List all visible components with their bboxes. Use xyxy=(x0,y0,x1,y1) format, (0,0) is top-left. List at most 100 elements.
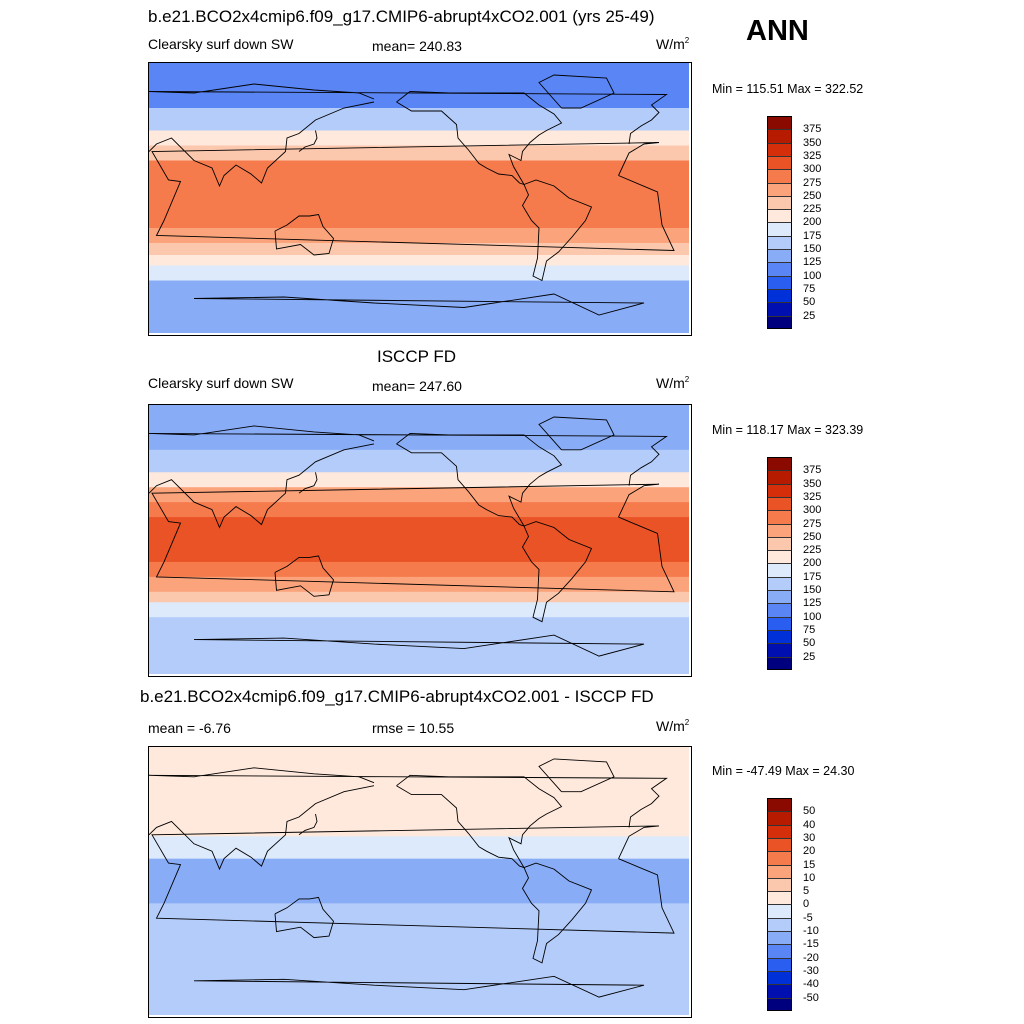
colorbar-swatch xyxy=(767,262,792,276)
colorbar-tick-label: 30 xyxy=(803,831,816,844)
colorbar-tick-label: 275 xyxy=(803,176,822,189)
zonal-band-10 xyxy=(149,602,689,618)
colorbar-swatch xyxy=(767,470,792,484)
colorbar-swatch xyxy=(767,235,792,250)
panel2-minmax: Min = 118.17 Max = 323.39 xyxy=(712,423,864,437)
colorbar-swatch xyxy=(767,957,792,972)
colorbar-tick-label: 50 xyxy=(803,637,816,650)
colorbar-swatch xyxy=(767,798,792,812)
zonal-band-9 xyxy=(149,255,689,266)
colorbar-tick-label: 5 xyxy=(803,885,810,898)
colorbar-swatch xyxy=(767,222,792,236)
zonal-band-3 xyxy=(149,472,689,488)
colorbar-tick-label: 300 xyxy=(803,163,822,176)
zonal-band-4 xyxy=(149,145,689,161)
coastline-6 xyxy=(396,432,563,527)
colorbar-swatch xyxy=(767,209,792,223)
panel1-minmax: Min = 115.51 Max = 322.52 xyxy=(712,82,864,96)
colorbar-swatch xyxy=(767,616,792,631)
coastline-5 xyxy=(521,521,593,623)
colorbar-tick-label: 225 xyxy=(803,544,822,557)
panel2-units: W/m2 xyxy=(656,375,690,391)
panel1-units: W/m2 xyxy=(656,36,690,52)
colorbar-tick-label: -5 xyxy=(803,911,813,924)
zonal-band-5 xyxy=(149,881,689,904)
panel1-variable-label: Clearsky surf down SW xyxy=(148,36,294,52)
coastline-7 xyxy=(538,758,615,793)
colorbar-swatch xyxy=(767,851,792,865)
colorbar-swatch xyxy=(767,931,792,945)
coastline-4 xyxy=(274,213,335,256)
zonal-band-8 xyxy=(149,243,689,256)
zonal-band-11 xyxy=(149,280,689,333)
colorbar-tick-label: 15 xyxy=(803,858,816,871)
colorbar-tick-label: 50 xyxy=(803,296,816,309)
panel3-units: W/m2 xyxy=(656,718,690,734)
coastline-3 xyxy=(149,785,375,871)
colorbar-tick-label: 200 xyxy=(803,557,822,570)
colorbar-tick-label: -30 xyxy=(803,964,819,977)
zonal-band-5 xyxy=(149,502,689,518)
panel3-title: b.e21.BCO2x4cmip6.f09_g17.CMIP6-abrupt4x… xyxy=(140,687,654,706)
colorbar-tick-label: 250 xyxy=(803,530,822,543)
zonal-band-1 xyxy=(149,405,689,451)
panel1-title: b.e21.BCO2x4cmip6.f09_g17.CMIP6-abrupt4x… xyxy=(148,7,655,26)
colorbar-swatch xyxy=(767,249,792,263)
zonal-band-6 xyxy=(149,903,689,927)
coastline-8 xyxy=(298,813,318,836)
colorbar-tick-label: 350 xyxy=(803,136,822,149)
colorbar-swatch xyxy=(767,182,792,197)
colorbar-tick-label: 0 xyxy=(803,898,810,911)
colorbar-swatch xyxy=(767,523,792,538)
colorbar-tick-label: 175 xyxy=(803,570,822,583)
colorbar-swatch xyxy=(767,944,792,958)
colorbar-tick-label: 250 xyxy=(803,189,822,202)
colorbar-swatch xyxy=(767,984,792,998)
coastline-2 xyxy=(149,425,668,486)
colorbar-swatch xyxy=(767,288,792,303)
zonal-band-3 xyxy=(149,836,689,860)
colorbar-swatch xyxy=(767,129,792,143)
colorbar-swatch xyxy=(767,904,792,918)
coastline-1 xyxy=(151,825,675,934)
colorbar-tick-label: 75 xyxy=(803,623,816,636)
colorbar-tick-label: 175 xyxy=(803,229,822,242)
coastline-1 xyxy=(151,142,675,251)
colorbar-swatch xyxy=(767,510,792,524)
coastline-2 xyxy=(149,83,668,145)
colorbar-tick-label: 125 xyxy=(803,256,822,269)
zonal-band-3 xyxy=(149,130,689,146)
colorbar-tick-label: 150 xyxy=(803,243,822,255)
colorbar-swatch xyxy=(767,155,792,170)
coastline-7 xyxy=(538,74,615,109)
panel1-map xyxy=(148,62,692,336)
colorbar-swatch xyxy=(767,917,792,932)
colorbar-swatch xyxy=(767,563,792,577)
colorbar-tick-label: 225 xyxy=(803,203,822,216)
coastline-6 xyxy=(396,91,563,186)
zonal-band-7 xyxy=(149,228,689,244)
colorbar-tick-label: 20 xyxy=(803,845,816,858)
colorbar-swatch xyxy=(767,483,792,498)
panel3-minmax: Min = -47.49 Max = 24.30 xyxy=(712,764,855,778)
colorbar-swatch xyxy=(767,656,792,671)
colorbar-tick-label: 25 xyxy=(803,309,816,322)
colorbar-tick-label: 50 xyxy=(803,805,816,818)
map-plot-2 xyxy=(149,405,689,674)
panel2-variable-label: Clearsky surf down SW xyxy=(148,375,294,391)
colorbar-tick-label: 10 xyxy=(803,871,816,884)
colorbar-tick-label: -40 xyxy=(803,978,819,991)
colorbar-swatch xyxy=(767,864,792,879)
colorbar-swatch xyxy=(767,811,792,825)
colorbar-swatch xyxy=(767,891,792,905)
colorbar-swatch xyxy=(767,302,792,316)
coastline-3 xyxy=(149,101,375,188)
zonal-band-10 xyxy=(149,265,689,281)
colorbar-swatch xyxy=(767,603,792,617)
colorbar-tick-label: -50 xyxy=(803,991,819,1004)
colorbar-swatch xyxy=(767,550,792,564)
colorbar-tick-label: 325 xyxy=(803,149,822,162)
coastline-4 xyxy=(274,896,335,939)
zonal-band-7 xyxy=(149,925,689,1015)
colorbar-swatch xyxy=(767,629,792,644)
